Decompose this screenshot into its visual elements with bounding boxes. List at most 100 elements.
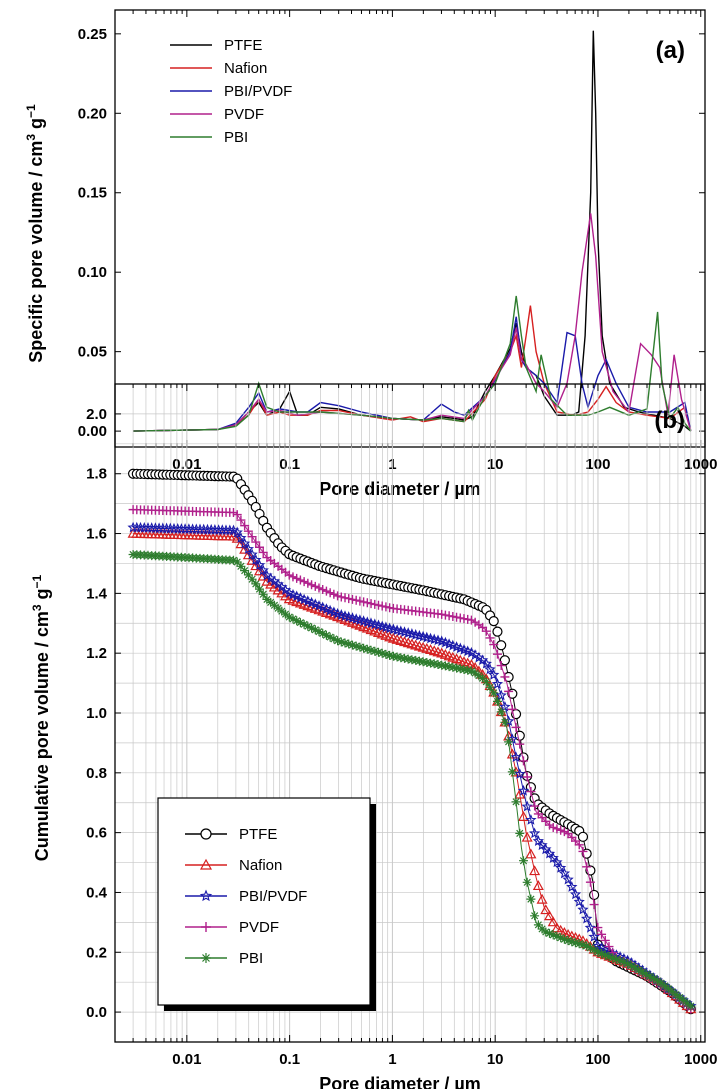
asterisk-marker (675, 993, 685, 1002)
asterisk-marker (281, 609, 290, 619)
asterisk-marker (686, 1001, 696, 1011)
plus-marker (485, 633, 495, 643)
asterisk-marker (344, 639, 354, 649)
star-marker (521, 800, 533, 812)
plus-marker (437, 609, 447, 619)
asterisk-marker (593, 947, 603, 957)
plus-marker (307, 580, 317, 590)
plus-marker (504, 686, 514, 696)
star-marker (484, 663, 496, 675)
plus-marker (448, 612, 458, 622)
plot-area (127, 468, 697, 1015)
plus-marker (492, 649, 502, 659)
legend-label: Nafion (239, 857, 282, 874)
asterisk-marker (433, 660, 443, 669)
circle-marker (200, 828, 212, 840)
asterisk-marker (652, 976, 662, 986)
asterisk-marker (504, 737, 514, 747)
y-tick-label: 1.4 (86, 585, 108, 602)
asterisk-marker (329, 634, 339, 644)
asterisk-marker (362, 644, 372, 654)
x-tick-label: 10 (487, 1051, 504, 1068)
asterisk-marker (321, 630, 331, 640)
plus-marker (347, 594, 357, 604)
circle-marker (499, 655, 510, 666)
asterisk-marker (348, 640, 357, 650)
asterisk-marker (515, 828, 525, 838)
triangle-marker (532, 880, 544, 891)
legend-label: Nafion (224, 60, 267, 77)
plus-marker (377, 601, 387, 611)
star-marker (558, 867, 571, 879)
asterisk-marker (608, 953, 618, 963)
asterisk-marker (481, 677, 491, 687)
circle-marker (514, 730, 525, 741)
asterisk-marker (299, 619, 309, 629)
star-marker (547, 852, 559, 863)
plus-marker (541, 816, 551, 826)
star-marker (536, 839, 548, 851)
y-tick-label: 0.00 (78, 423, 107, 440)
asterisk-marker (638, 967, 647, 977)
asterisk-marker (314, 627, 324, 637)
plus-marker (325, 588, 335, 598)
plus-marker (440, 610, 450, 620)
y-tick-label: 0.2 (86, 944, 107, 961)
triangle-marker (231, 532, 243, 543)
asterisk-marker (381, 649, 391, 659)
plus-marker (247, 532, 257, 542)
plus-marker (518, 756, 528, 766)
asterisk-marker (567, 937, 577, 947)
asterisk-marker (336, 637, 346, 647)
plus-marker (340, 593, 350, 603)
asterisk-marker (236, 561, 246, 571)
plus-marker (359, 597, 369, 607)
star-marker (242, 543, 254, 554)
y-tick-label: 0.15 (78, 185, 107, 202)
panel-label: (b) (654, 407, 685, 434)
asterisk-marker (325, 632, 335, 642)
asterisk-marker (526, 894, 536, 904)
triangle-marker (235, 538, 247, 549)
plus-marker (362, 598, 372, 608)
asterisk-marker (474, 671, 484, 681)
y-tick-label: 0.8 (86, 765, 107, 782)
plus-marker (567, 832, 577, 842)
plus-marker (466, 615, 476, 625)
asterisk-marker (229, 555, 238, 565)
star-marker (231, 526, 243, 538)
legend-label: PVDF (224, 106, 264, 123)
asterisk-marker (660, 981, 670, 991)
plus-marker (500, 672, 510, 682)
asterisk-marker (452, 663, 462, 673)
asterisk-marker (600, 950, 610, 960)
asterisk-marker (466, 666, 476, 676)
asterisk-marker (671, 990, 681, 1000)
asterisk-marker (385, 650, 395, 660)
series-line (133, 527, 692, 1007)
asterisk-marker (678, 995, 688, 1005)
star-marker (525, 814, 537, 825)
plus-marker (240, 521, 250, 531)
plus-marker (336, 592, 346, 602)
plus-marker (582, 862, 592, 872)
asterisk-marker (656, 978, 666, 988)
plus-marker (232, 510, 242, 520)
triangle-marker (529, 865, 541, 876)
y-tick-label: 1.0 (86, 705, 107, 722)
asterisk-marker (351, 641, 361, 651)
star-marker (517, 784, 530, 796)
plus-marker (452, 612, 462, 622)
asterisk-marker (284, 612, 294, 622)
asterisk-marker (585, 943, 595, 953)
plus-marker (563, 829, 573, 839)
asterisk-marker (667, 987, 677, 997)
plus-marker (295, 575, 305, 585)
asterisk-marker (500, 717, 510, 727)
legend-label: PTFE (239, 826, 277, 843)
asterisk-marker (589, 945, 599, 955)
star-marker (540, 843, 552, 855)
legend: PTFE Nafion PBI/PVDF PVDF PBI (170, 37, 292, 146)
legend-label: PVDF (239, 919, 279, 936)
plus-marker (455, 613, 465, 623)
